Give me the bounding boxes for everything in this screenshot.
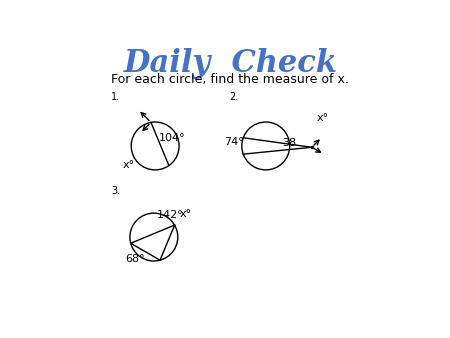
- Text: 142°: 142°: [157, 210, 183, 220]
- Text: 3.: 3.: [111, 186, 120, 196]
- Text: For each circle, find the measure of x.: For each circle, find the measure of x.: [111, 73, 349, 86]
- Text: 1.: 1.: [111, 92, 120, 102]
- Text: Daily  Check: Daily Check: [124, 48, 338, 79]
- Text: x°: x°: [122, 160, 135, 170]
- Text: 2.: 2.: [230, 92, 238, 102]
- Text: 74°: 74°: [224, 137, 244, 147]
- Text: 38: 38: [283, 138, 297, 148]
- Text: 68°: 68°: [125, 254, 145, 264]
- Text: x°: x°: [316, 113, 328, 123]
- Text: 104°: 104°: [159, 133, 186, 143]
- Text: x°: x°: [180, 209, 192, 219]
